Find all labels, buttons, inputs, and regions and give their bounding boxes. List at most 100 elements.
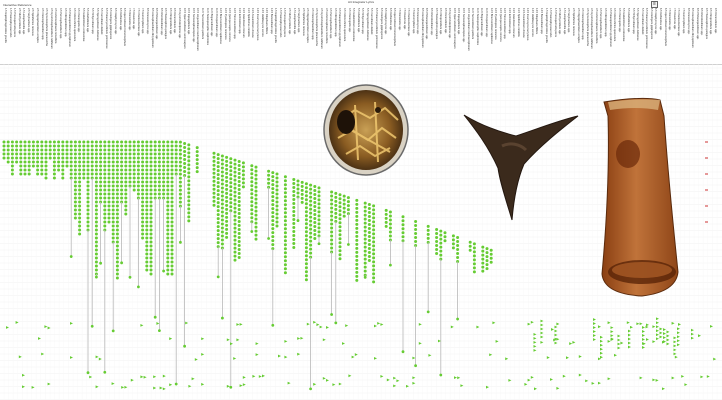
occurrence-dot xyxy=(170,148,174,152)
occurrence-dot xyxy=(367,247,371,251)
occurrence-dot xyxy=(317,214,321,218)
occurrence-dot xyxy=(254,177,258,181)
occurrence-marker xyxy=(239,384,243,388)
occurrence-marker xyxy=(578,373,582,377)
occurrence-dot xyxy=(128,148,132,152)
occurrence-dot xyxy=(31,152,35,156)
occurrence-dot xyxy=(355,210,359,214)
occurrence-marker xyxy=(663,336,666,339)
occurrence-dot xyxy=(57,144,61,148)
occurrence-dot xyxy=(65,160,69,164)
occurrence-dot xyxy=(250,200,254,204)
occurrence-dot xyxy=(216,161,220,165)
occurrence-marker xyxy=(495,339,499,343)
occurrence-dot xyxy=(157,184,161,188)
occurrence-dot xyxy=(136,160,140,164)
occurrence-dot xyxy=(94,180,98,184)
occurrence-marker xyxy=(662,387,665,391)
occurrence-dot xyxy=(10,148,14,152)
header-caption: Interactive Reference xyxy=(3,3,32,7)
occurrence-dot xyxy=(124,212,128,216)
occurrence-marker xyxy=(255,342,259,346)
occurrence-dot xyxy=(317,218,321,222)
occurrence-dot xyxy=(15,144,19,148)
occurrence-dot xyxy=(216,233,220,237)
occurrence-dot xyxy=(19,148,23,152)
occurrence-dot xyxy=(178,160,182,164)
occurrence-dot xyxy=(107,168,111,172)
occurrence-marker xyxy=(598,357,601,361)
occurrence-dot xyxy=(220,194,224,198)
occurrence-marker xyxy=(556,386,560,390)
occurrence-dot xyxy=(149,192,153,196)
occurrence-marker xyxy=(617,334,621,338)
occurrence-dot xyxy=(330,190,334,194)
occurrence-dot xyxy=(94,168,98,172)
occurrence-dot xyxy=(107,172,111,176)
occurrence-dot xyxy=(111,168,115,172)
occurrence-dot xyxy=(174,156,178,160)
occurrence-dot xyxy=(439,233,443,237)
occurrence-dot xyxy=(372,276,376,280)
occurrence-dot xyxy=(145,176,149,180)
occurrence-dot xyxy=(23,152,27,156)
occurrence-dot xyxy=(283,191,287,195)
occurrence-dot xyxy=(57,156,61,160)
occurrence-dot xyxy=(220,218,224,222)
occurrence-marker xyxy=(666,334,670,338)
occurrence-marker xyxy=(593,322,596,325)
occurrence-marker xyxy=(673,344,677,348)
occurrence-dot xyxy=(69,255,73,258)
occurrence-dot xyxy=(456,251,460,255)
occurrence-marker xyxy=(628,337,631,341)
occurrence-dot xyxy=(166,160,170,164)
occurrence-dot xyxy=(170,204,174,208)
occurrence-dot xyxy=(149,196,153,200)
occurrence-marker xyxy=(617,346,621,350)
occurrence-dot xyxy=(6,144,10,148)
occurrence-dot xyxy=(363,269,367,273)
occurrence-dot xyxy=(120,140,124,144)
occurrence-dot xyxy=(124,204,128,208)
occurrence-dot xyxy=(52,140,56,144)
occurrence-dot xyxy=(346,200,350,204)
occurrence-dot xyxy=(166,148,170,152)
occurrence-dot xyxy=(187,155,191,159)
occurrence-marker xyxy=(554,325,558,329)
occurrence-dot xyxy=(153,180,157,184)
occurrence-dot xyxy=(330,226,334,230)
occurrence-marker xyxy=(140,324,144,327)
occurrence-dot xyxy=(237,256,241,260)
occurrence-marker xyxy=(540,331,544,335)
occurrence-dot xyxy=(73,196,77,200)
occurrence-dot xyxy=(355,258,359,262)
menu-button[interactable]: ≡ xyxy=(651,1,658,8)
occurrence-dot xyxy=(237,172,241,176)
occurrence-marker xyxy=(162,387,166,391)
occurrence-dot xyxy=(162,156,166,160)
occurrence-dot xyxy=(19,172,23,176)
occurrence-dot xyxy=(187,143,191,147)
occurrence-dot xyxy=(103,160,107,164)
occurrence-dot xyxy=(367,203,371,207)
occurrence-dot xyxy=(149,220,153,224)
occurrence-dot xyxy=(145,212,149,216)
occurrence-dot xyxy=(216,275,220,279)
occurrence-dot xyxy=(10,152,14,156)
occurrence-dot xyxy=(241,165,245,169)
occurrence-dot xyxy=(103,168,107,172)
occurrence-dot xyxy=(283,187,287,191)
occurrence-dot xyxy=(178,144,182,148)
occurrence-dot xyxy=(309,199,313,203)
occurrence-dot xyxy=(82,176,86,180)
occurrence-dot xyxy=(10,156,14,160)
occurrence-dot xyxy=(170,212,174,216)
occurrence-dot xyxy=(414,364,417,368)
occurrence-dot xyxy=(367,223,371,227)
occurrence-marker xyxy=(540,319,544,323)
occurrence-dot xyxy=(367,215,371,219)
occurrence-dot xyxy=(426,232,430,236)
occurrence-marker xyxy=(322,376,326,380)
occurrence-dot xyxy=(124,160,128,164)
occurrence-dot xyxy=(275,176,279,180)
